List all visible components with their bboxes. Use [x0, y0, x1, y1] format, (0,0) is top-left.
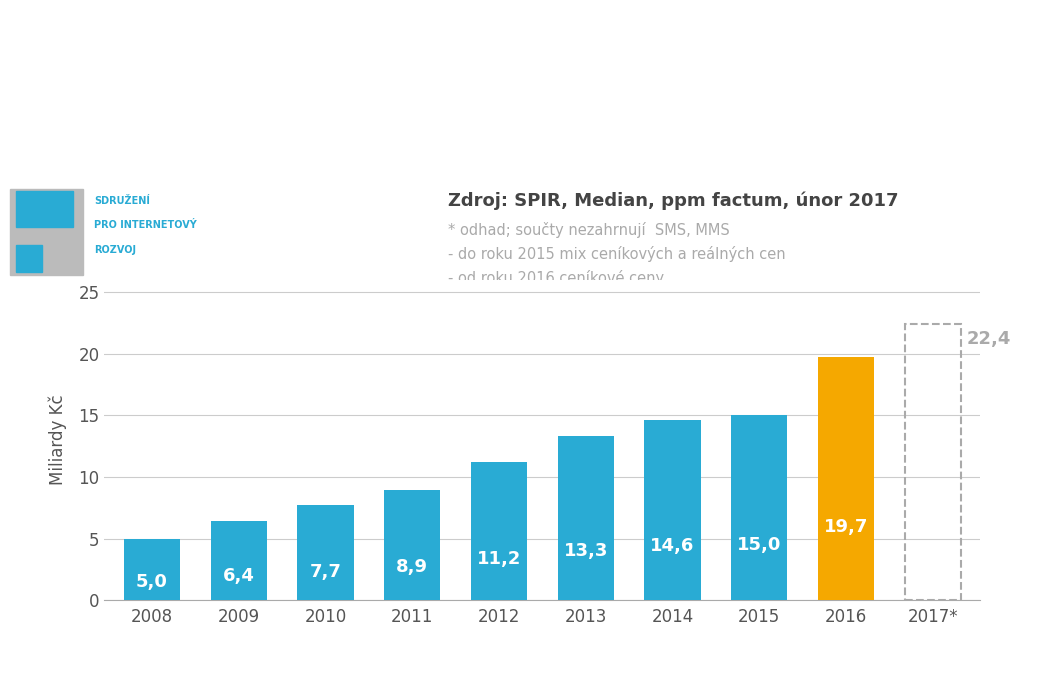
- Bar: [384, 490, 440, 600]
- Text: 22,4: 22,4: [967, 330, 1012, 349]
- Bar: [16, 191, 73, 227]
- Text: 15,0: 15,0: [737, 535, 781, 554]
- Bar: [818, 357, 874, 600]
- Bar: [10, 189, 83, 275]
- Bar: [470, 462, 527, 600]
- Text: 13,3: 13,3: [563, 542, 608, 560]
- Text: 11,2: 11,2: [477, 550, 522, 567]
- Text: PRO INTERNETOVÝ: PRO INTERNETOVÝ: [94, 220, 197, 231]
- Text: Vývoj celkových výdajů do internetové inzerce: Vývoj celkových výdajů do internetové in…: [122, 42, 921, 76]
- Bar: [211, 521, 267, 600]
- Text: 14,6: 14,6: [650, 537, 695, 555]
- Text: 5,0: 5,0: [136, 573, 168, 591]
- Text: 19,7: 19,7: [824, 518, 868, 536]
- Bar: [645, 420, 701, 600]
- Text: v roce 2008 až 2016 a 2017* v mld. Kč: v roce 2008 až 2016 a 2017* v mld. Kč: [193, 129, 850, 158]
- Text: SDRUŽENÍ: SDRUŽENÍ: [94, 196, 150, 205]
- Text: * odhad; součty nezahrnují  SMS, MMS: * odhad; součty nezahrnují SMS, MMS: [448, 222, 730, 238]
- Text: Zdroj: SPIR, Median, ppm factum, únor 2017: Zdroj: SPIR, Median, ppm factum, únor 20…: [448, 192, 899, 210]
- Bar: [904, 324, 961, 600]
- Text: 8,9: 8,9: [396, 559, 429, 576]
- Text: - od roku 2016 ceníkové ceny: - od roku 2016 ceníkové ceny: [448, 270, 664, 286]
- Bar: [731, 415, 787, 600]
- Text: 7,7: 7,7: [310, 563, 341, 580]
- Bar: [124, 539, 180, 600]
- Y-axis label: Miliardy Kč: Miliardy Kč: [49, 395, 67, 485]
- Text: 6,4: 6,4: [223, 567, 254, 585]
- Text: ROZVOJ: ROZVOJ: [94, 246, 136, 255]
- Text: - do roku 2015 mix ceníkových a reálných cen: - do roku 2015 mix ceníkových a reálných…: [448, 246, 786, 262]
- Bar: [297, 505, 354, 600]
- Bar: [16, 246, 42, 272]
- Bar: [558, 436, 614, 600]
